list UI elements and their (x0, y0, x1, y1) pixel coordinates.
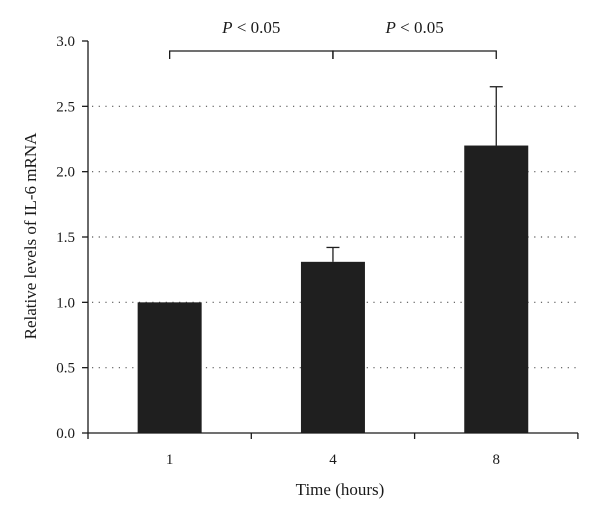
p-symbol: P (221, 18, 232, 37)
x-axis-ticks: 1 4 8 (87, 433, 579, 468)
y-tick-label: 0.0 (56, 426, 75, 442)
significance-bracket (169, 50, 334, 59)
x-tick-label: 8 (493, 452, 501, 468)
significance-label: P < 0.05 (221, 18, 280, 37)
y-tick-label: 1.0 (56, 295, 75, 311)
x-axis-label: Time (hours) (296, 480, 385, 499)
x-tick-label: 1 (166, 452, 174, 468)
p-threshold: < 0.05 (233, 18, 281, 37)
y-tick-label: 2.0 (56, 165, 75, 181)
significance-brackets: P < 0.05 P < 0.05 (169, 18, 497, 59)
y-tick-label: 1.5 (56, 230, 75, 246)
p-symbol: P (384, 18, 395, 37)
bar (300, 261, 365, 433)
bars (137, 86, 529, 434)
y-tick-label: 3.0 (56, 34, 75, 50)
significance-bracket (332, 50, 497, 59)
y-axis-ticks: 0.0 0.5 1.0 1.5 2.0 2.5 3.0 (56, 34, 88, 442)
y-tick-label: 0.5 (56, 361, 75, 377)
y-tick-label: 2.5 (56, 99, 75, 115)
significance-label: P < 0.05 (384, 18, 443, 37)
bar (137, 302, 202, 433)
y-axis-label: Relative levels of IL-6 mRNA (21, 132, 40, 340)
x-tick-label: 4 (329, 452, 337, 468)
p-threshold: < 0.05 (396, 18, 444, 37)
bar (464, 145, 529, 434)
